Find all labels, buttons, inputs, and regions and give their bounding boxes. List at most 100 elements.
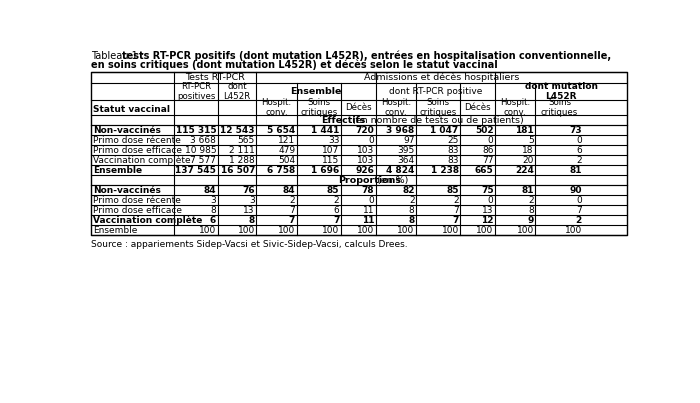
Text: 85: 85 [446,186,459,195]
Bar [90,72,627,235]
Text: 103: 103 [357,156,374,165]
Text: dont mutation
L452R: dont mutation L452R [524,82,598,101]
Text: 8: 8 [211,206,216,215]
Text: 100: 100 [357,226,374,235]
Text: 0: 0 [368,196,374,205]
Text: 100: 100 [278,226,295,235]
Text: 100: 100 [476,226,494,235]
Text: 9: 9 [528,216,534,225]
Text: 2: 2 [334,196,340,205]
Text: 504: 504 [278,156,295,165]
Text: RT-PCR
positives: RT-PCR positives [177,82,215,101]
Text: Soins
critiques: Soins critiques [300,98,337,117]
Text: 6: 6 [576,146,582,155]
Text: 7: 7 [289,216,295,225]
Text: 121: 121 [278,136,295,145]
Text: Proportions: Proportions [339,176,402,185]
Text: 100: 100 [398,226,414,235]
Text: 78: 78 [362,186,375,195]
Text: Hospit.
conv.: Hospit. conv. [381,98,411,117]
Text: 3: 3 [211,196,216,205]
Text: 5: 5 [528,136,534,145]
Text: 10 985: 10 985 [185,146,216,155]
Text: 3 668: 3 668 [190,136,216,145]
Text: 1 238: 1 238 [430,166,458,175]
Text: 1 441: 1 441 [311,126,340,135]
Text: 0: 0 [576,136,582,145]
Text: 137 545: 137 545 [175,166,216,175]
Text: 224: 224 [515,166,534,175]
Text: 20: 20 [522,156,534,165]
Text: Source : appariements Sidep-Vacsi et Sivic-Sidep-Vacsi, calculs Drees.: Source : appariements Sidep-Vacsi et Siv… [90,240,407,249]
Text: Soins
critiques: Soins critiques [541,98,578,117]
Text: 720: 720 [356,126,375,135]
Text: Primo dose récente: Primo dose récente [93,136,181,145]
Text: 364: 364 [398,156,414,165]
Text: Tableau 1 :: Tableau 1 : [92,51,148,61]
Text: 1 288: 1 288 [229,156,255,165]
Text: 18: 18 [522,146,534,155]
Text: 16 507: 16 507 [220,166,255,175]
Text: Primo dose efficace: Primo dose efficace [93,146,182,155]
Text: 8: 8 [409,206,414,215]
Text: (en nombre de tests ou de patients): (en nombre de tests ou de patients) [349,116,524,125]
Text: 100: 100 [442,226,458,235]
Text: Soins
critiques: Soins critiques [419,98,457,117]
Text: 84: 84 [283,186,295,195]
Text: 3 968: 3 968 [386,126,414,135]
Text: 8: 8 [248,216,255,225]
Text: Tests RT-PCR: Tests RT-PCR [186,73,245,82]
Text: 2: 2 [528,196,534,205]
Text: 11: 11 [363,206,375,215]
Text: 502: 502 [475,126,493,135]
Text: dont
L452R: dont L452R [223,82,251,101]
Text: Vaccination complète: Vaccination complète [93,156,190,165]
Text: 8: 8 [408,216,414,225]
Text: 11: 11 [362,216,375,225]
Text: Hospit.
conv.: Hospit. conv. [262,98,292,117]
Text: 181: 181 [515,126,534,135]
Text: 13: 13 [244,206,255,215]
Text: 7 577: 7 577 [190,156,216,165]
Text: 100: 100 [322,226,340,235]
Text: 7: 7 [452,216,458,225]
Text: 0: 0 [488,136,494,145]
Text: 25: 25 [447,136,458,145]
Text: 100: 100 [238,226,255,235]
Text: 8: 8 [528,206,534,215]
Text: 103: 103 [357,146,374,155]
Text: 665: 665 [475,166,493,175]
Text: 6: 6 [334,206,340,215]
Text: Vaccination complète: Vaccination complète [93,216,202,225]
Text: 12 543: 12 543 [220,126,255,135]
Text: 7: 7 [333,216,340,225]
Text: Primo dose récente: Primo dose récente [93,196,181,205]
Text: 107: 107 [322,146,340,155]
Text: 73: 73 [569,126,582,135]
Text: Non-vaccinés: Non-vaccinés [93,186,161,195]
Text: 2 111: 2 111 [229,146,255,155]
Text: 76: 76 [242,186,255,195]
Text: 97: 97 [403,136,414,145]
Text: 6: 6 [210,216,216,225]
Text: Hospit.
conv.: Hospit. conv. [500,98,531,117]
Text: 0: 0 [576,196,582,205]
Text: 479: 479 [278,146,295,155]
Text: Ensemble: Ensemble [93,226,137,235]
Text: 75: 75 [481,186,493,195]
Text: (en %): (en %) [374,176,409,185]
Text: Non-vaccinés: Non-vaccinés [93,126,161,135]
Text: 5 654: 5 654 [267,126,295,135]
Text: 2: 2 [576,156,582,165]
Text: 2: 2 [409,196,414,205]
Text: 2: 2 [290,196,295,205]
Text: 0: 0 [368,136,374,145]
Text: 1 047: 1 047 [430,126,458,135]
Text: 81: 81 [570,166,582,175]
Text: 7: 7 [290,206,295,215]
Text: 3: 3 [249,196,255,205]
Text: Effectifs: Effectifs [321,116,366,125]
Text: Ensemble: Ensemble [290,87,342,96]
Text: 4 824: 4 824 [386,166,414,175]
Text: 13: 13 [482,206,493,215]
